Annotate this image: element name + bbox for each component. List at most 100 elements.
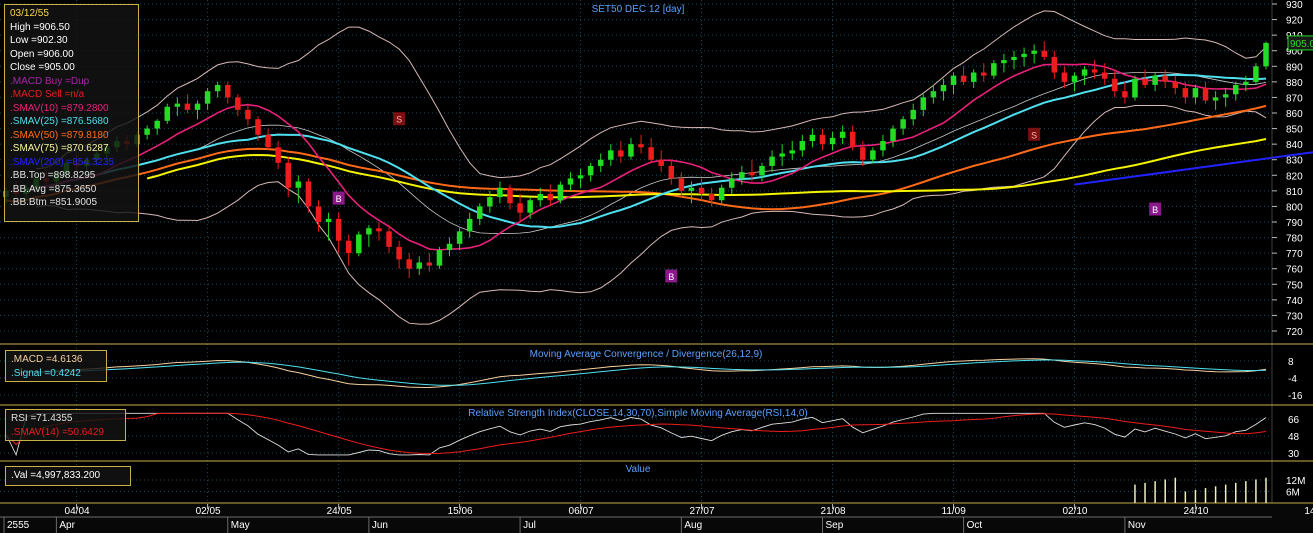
candle[interactable] [759, 162, 765, 182]
candle[interactable] [356, 231, 362, 257]
candle[interactable] [729, 172, 735, 194]
candle[interactable] [860, 141, 866, 166]
buy-signal[interactable]: B [665, 269, 678, 283]
candle[interactable] [638, 134, 644, 154]
candle[interactable] [1132, 75, 1138, 101]
candle[interactable] [235, 94, 241, 117]
candle[interactable] [940, 78, 947, 101]
candle[interactable] [1061, 66, 1068, 89]
candle[interactable] [698, 178, 705, 201]
candle[interactable] [789, 141, 795, 160]
candle[interactable] [285, 156, 291, 198]
candle[interactable] [1101, 63, 1108, 85]
sell-signal[interactable]: S [393, 112, 406, 126]
candle[interactable] [1212, 91, 1219, 110]
candle[interactable] [174, 97, 181, 117]
candle[interactable] [628, 137, 634, 160]
candle[interactable] [799, 134, 806, 157]
candle[interactable] [386, 225, 392, 254]
candle[interactable] [950, 72, 957, 95]
candle[interactable] [396, 240, 402, 269]
candle[interactable] [739, 165, 745, 185]
candle[interactable] [1172, 75, 1179, 95]
candle[interactable] [325, 212, 332, 241]
candle[interactable] [920, 94, 927, 117]
candle[interactable] [1071, 72, 1078, 92]
candle[interactable] [648, 137, 654, 163]
candle[interactable] [608, 144, 614, 166]
candle[interactable] [708, 187, 715, 207]
candle[interactable] [295, 175, 302, 204]
candle[interactable] [960, 66, 967, 85]
candle[interactable] [718, 184, 725, 204]
candle[interactable] [1122, 81, 1128, 104]
candle[interactable] [1192, 84, 1199, 104]
candle[interactable] [1031, 44, 1037, 64]
candle[interactable] [335, 212, 342, 254]
candle[interactable] [154, 119, 160, 135]
candle[interactable] [487, 190, 493, 213]
candle[interactable] [275, 141, 281, 170]
candle[interactable] [1021, 47, 1027, 67]
candle[interactable] [204, 88, 211, 110]
candle[interactable] [819, 128, 826, 151]
candle[interactable] [1152, 72, 1158, 92]
candle[interactable] [1081, 66, 1088, 85]
candle[interactable] [587, 162, 594, 182]
candle[interactable] [406, 253, 412, 279]
candle[interactable] [829, 131, 836, 151]
candle[interactable] [497, 181, 503, 204]
candle[interactable] [1001, 53, 1007, 73]
candle[interactable] [1051, 50, 1058, 79]
buy-signal[interactable]: B [332, 191, 345, 205]
candle[interactable] [436, 246, 443, 269]
candle[interactable] [1182, 81, 1189, 104]
candle[interactable] [245, 103, 251, 126]
candle[interactable] [658, 150, 664, 173]
candle[interactable] [456, 228, 463, 251]
candle[interactable] [1162, 69, 1168, 89]
candle[interactable] [1222, 88, 1229, 107]
candle[interactable] [1243, 75, 1249, 92]
candle[interactable] [981, 63, 987, 82]
candle[interactable] [900, 116, 906, 135]
candle[interactable] [1233, 81, 1239, 101]
candle[interactable] [416, 256, 423, 275]
candle[interactable] [930, 84, 937, 104]
candle[interactable] [991, 60, 997, 79]
candle[interactable] [446, 237, 453, 257]
candle[interactable] [164, 103, 171, 124]
candle[interactable] [597, 153, 604, 173]
candle[interactable] [517, 193, 523, 222]
candle[interactable] [880, 134, 886, 157]
candle[interactable] [255, 116, 261, 142]
candle[interactable] [618, 141, 624, 163]
candle[interactable] [507, 184, 513, 210]
buy-signal[interactable]: B [1149, 202, 1162, 216]
candle[interactable] [194, 100, 201, 120]
candle[interactable] [184, 94, 191, 113]
candle[interactable] [265, 128, 271, 151]
candle[interactable] [144, 125, 150, 140]
candle[interactable] [839, 125, 846, 145]
candle[interactable] [376, 222, 382, 241]
candle[interactable] [577, 169, 584, 188]
candle[interactable] [809, 128, 816, 148]
candle[interactable] [970, 69, 977, 89]
sell-signal[interactable]: S [1028, 127, 1041, 141]
candle[interactable] [678, 172, 685, 198]
candle[interactable] [567, 172, 574, 191]
candle[interactable] [1112, 69, 1118, 98]
candle[interactable] [749, 159, 755, 182]
candle[interactable] [426, 253, 433, 272]
candle[interactable] [1142, 69, 1148, 89]
candle[interactable] [1253, 63, 1259, 85]
candle[interactable] [1263, 41, 1269, 70]
candle[interactable] [779, 144, 785, 166]
candle[interactable] [366, 225, 372, 247]
candle[interactable] [557, 181, 564, 204]
candle[interactable] [1091, 60, 1098, 79]
candle[interactable] [537, 187, 543, 207]
